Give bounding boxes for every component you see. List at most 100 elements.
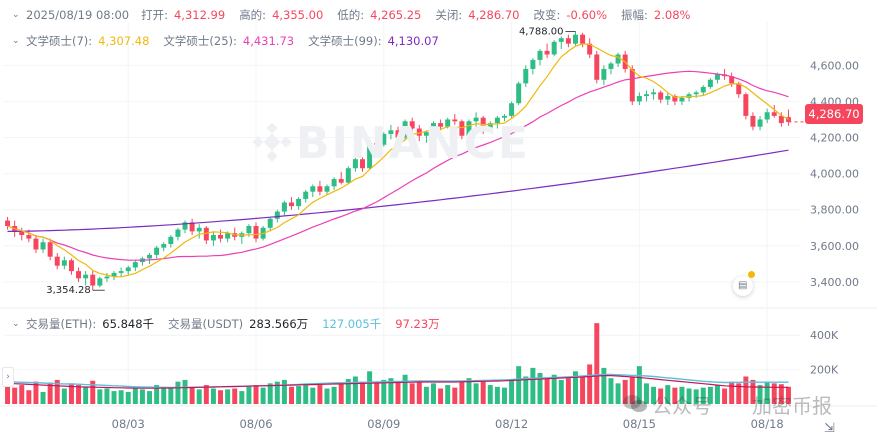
volume-bar <box>565 378 571 404</box>
volume-bar <box>658 388 664 404</box>
volume-bar <box>26 390 32 404</box>
candle-body <box>289 202 294 207</box>
volume-bar <box>778 384 784 404</box>
candle-body <box>168 236 174 245</box>
volume-bar <box>267 383 273 404</box>
candle-date: 2025/08/19 08:00 <box>26 8 130 22</box>
volume-base-value: 65.848千 <box>102 317 155 331</box>
volume-ma1-value: 127.005千 <box>322 317 382 331</box>
chevron-icon[interactable]: ⌄ <box>12 36 20 46</box>
current-price-tag: 4,286.70 <box>805 104 863 124</box>
volume-bar <box>182 379 188 404</box>
candle-body <box>97 278 103 286</box>
volume-bar <box>352 376 358 404</box>
candle-body <box>473 117 479 122</box>
candle-body <box>438 123 444 127</box>
max-price-label: 4,788.00 <box>519 26 564 37</box>
volume-bar <box>594 323 600 404</box>
volume-tick-label: 200K <box>810 364 839 377</box>
candle-body <box>90 274 96 286</box>
price-tick-label: 4,000.00 <box>810 168 859 181</box>
candle-body <box>764 112 770 120</box>
volume-bar <box>246 386 252 404</box>
candle-body <box>310 186 316 192</box>
volume-ma2-value: 97.23万 <box>395 317 440 331</box>
volume-bar <box>225 389 231 404</box>
volume-header: ⌄ 交易量(ETH): 65.848千 交易量(USDT) 283.566万 1… <box>12 316 446 332</box>
volume-bar <box>700 387 706 404</box>
volume-bar <box>154 385 160 404</box>
volume-bar <box>12 387 18 404</box>
volume-bar <box>40 391 46 404</box>
ma99-value: 4,130.07 <box>387 34 439 48</box>
volume-bar <box>480 381 486 404</box>
candle-body <box>175 229 181 237</box>
volume-bar <box>296 385 302 404</box>
candle-body <box>615 54 621 64</box>
volume-bar <box>381 379 387 404</box>
volume-bar <box>367 371 373 404</box>
candle-body <box>324 186 330 192</box>
chevron-icon[interactable]: ⌄ <box>12 10 20 20</box>
ma99-line <box>7 149 789 232</box>
volume-bar <box>324 388 330 404</box>
candle-body <box>416 128 422 136</box>
ma7-label: 文学硕士(7): <box>26 34 93 48</box>
volume-bar <box>686 388 692 404</box>
volume-bar <box>239 391 245 404</box>
watermark-logo-icon <box>252 122 292 162</box>
candle-body <box>651 92 657 95</box>
candle-body <box>516 83 522 104</box>
note-icon[interactable] <box>733 276 753 296</box>
candle-body <box>253 225 259 239</box>
volume-bar <box>750 379 756 404</box>
volume-bar <box>537 373 543 404</box>
candle-body <box>423 132 429 136</box>
scroll-left-icon[interactable]: › <box>2 367 14 387</box>
chevron-icon[interactable]: ⌄ <box>12 319 20 329</box>
volume-bar <box>551 374 557 404</box>
candle-body <box>409 121 415 129</box>
reset-icon[interactable]: ⇲ <box>824 421 835 436</box>
candle-body <box>629 68 635 102</box>
candle-body <box>672 96 678 102</box>
volume-bar <box>76 385 82 404</box>
volume-bar <box>729 381 735 404</box>
candle-body <box>104 276 110 279</box>
candle-body <box>68 260 74 272</box>
watermark-text: BINANCE <box>296 118 530 169</box>
candle-body <box>132 262 138 268</box>
candle-body <box>679 97 685 102</box>
volume-bar <box>714 385 720 404</box>
price-tick-label: 4,600.00 <box>810 59 859 72</box>
volume-bar <box>736 383 742 404</box>
min-price-label: 3,354.28 <box>46 285 91 296</box>
volume-bar <box>317 385 323 404</box>
candle-body <box>523 68 529 84</box>
volume-bar <box>132 387 138 404</box>
candle-body <box>40 242 46 250</box>
volume-bar <box>494 386 500 404</box>
volume-bar <box>19 385 25 404</box>
volume-bar <box>260 387 266 404</box>
volume-bar <box>416 381 422 404</box>
candle-body <box>61 260 67 266</box>
candle-body <box>76 271 82 279</box>
volume-bar <box>665 385 671 404</box>
overlay-watermark-right: 加密币报 <box>752 394 832 418</box>
candle-body <box>729 76 735 84</box>
volume-bar <box>693 389 699 404</box>
volume-bar <box>83 386 89 404</box>
volume-bar <box>764 381 770 404</box>
volume-bar <box>651 386 657 404</box>
candle-body <box>331 179 337 187</box>
candle-body <box>338 179 344 183</box>
volume-bar <box>466 378 472 404</box>
x-tick-label: 08/15 <box>623 417 656 431</box>
volume-bar <box>33 381 39 404</box>
volume-bar <box>61 388 67 404</box>
candle-body <box>551 41 557 55</box>
volume-bar <box>771 383 777 404</box>
candle-body <box>643 94 649 97</box>
